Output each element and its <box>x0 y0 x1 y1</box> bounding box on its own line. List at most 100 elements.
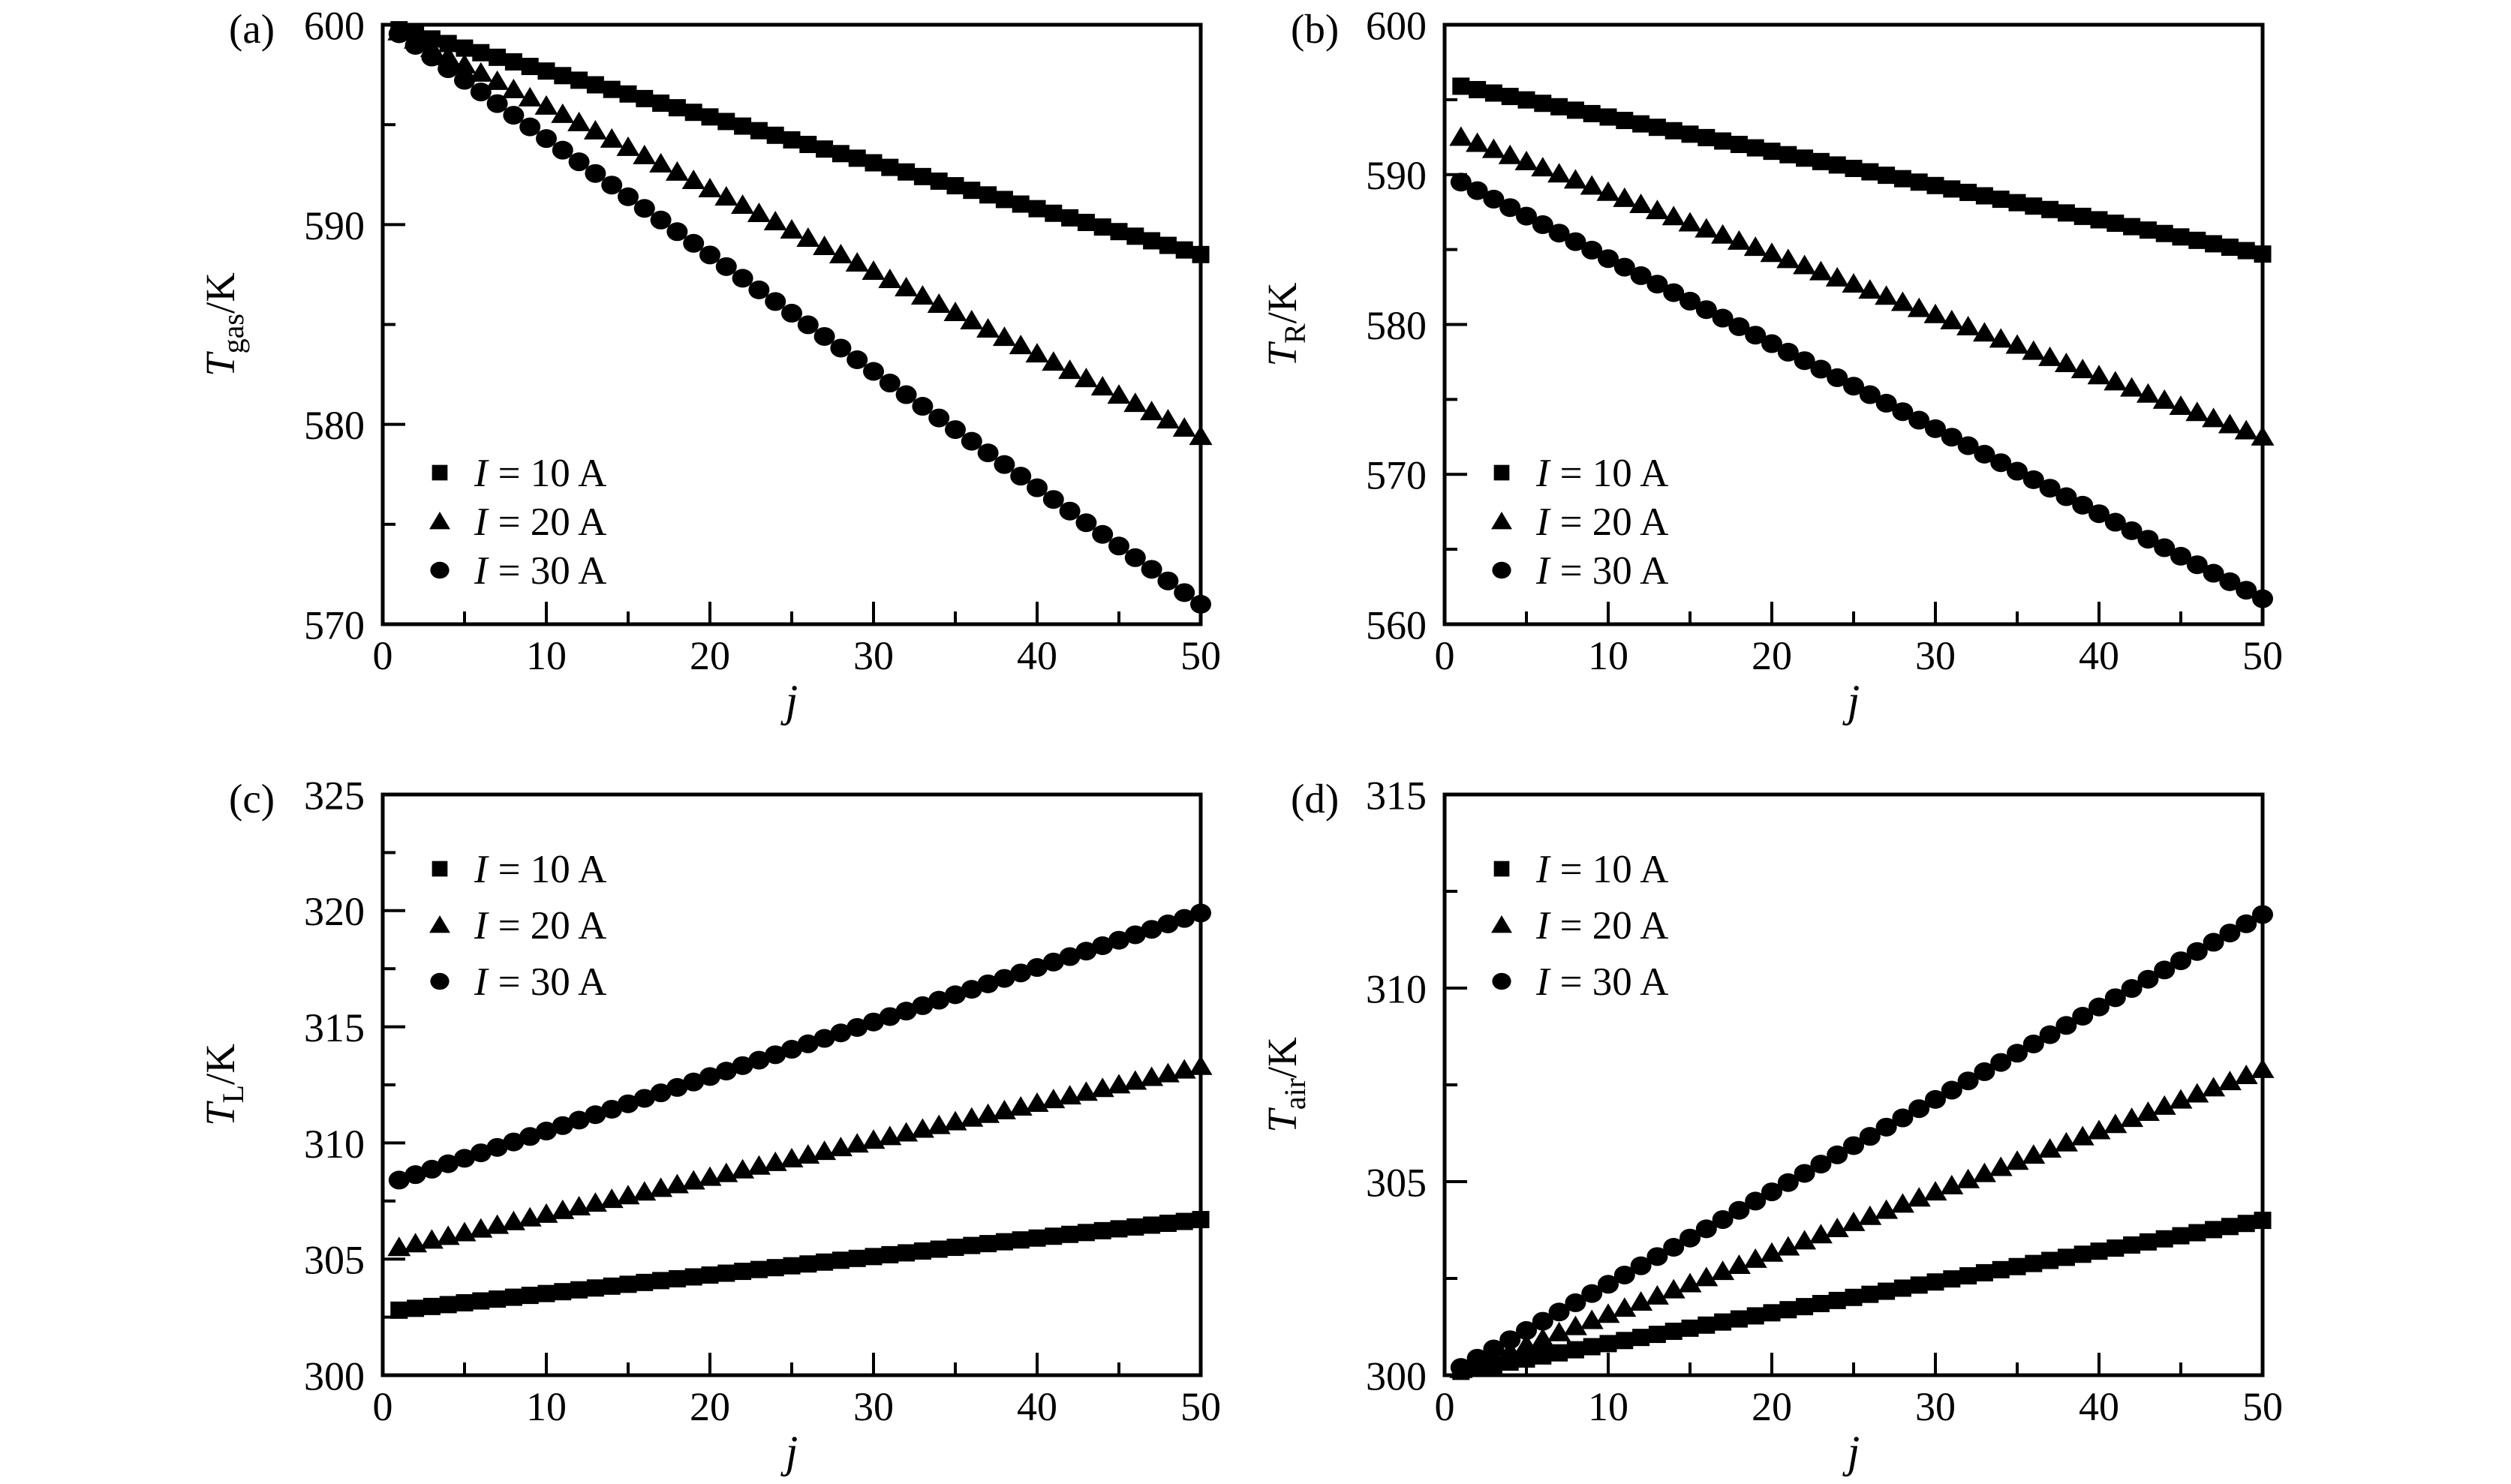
data-point <box>1646 275 1668 294</box>
data-point <box>1990 1053 2012 1072</box>
data-point <box>456 39 474 57</box>
data-point <box>684 104 702 122</box>
data-point <box>1450 1358 1472 1377</box>
y-axis-title: TR/K <box>1259 282 1312 367</box>
data-point <box>1992 1260 2010 1278</box>
data-point <box>1108 536 1129 556</box>
data-point <box>1140 401 1164 421</box>
data-point <box>1727 230 1751 250</box>
data-point <box>1028 200 1046 218</box>
data-point <box>600 128 624 148</box>
legend-triangle-marker <box>429 915 450 933</box>
data-point <box>1908 410 1930 430</box>
data-point <box>1794 351 1815 371</box>
data-point <box>862 1129 886 1149</box>
data-point <box>2155 1230 2173 1248</box>
data-point <box>828 1137 853 1157</box>
data-point <box>1648 1326 1666 1344</box>
legend-triangle-marker <box>1491 511 1512 530</box>
data-point <box>979 1235 997 1253</box>
data-point <box>603 1277 621 1295</box>
data-point <box>1825 266 1849 287</box>
data-point <box>1779 1301 1797 1319</box>
data-point <box>472 44 490 62</box>
data-point <box>2022 340 2046 360</box>
data-point <box>847 350 868 369</box>
data-point <box>1810 359 1832 379</box>
data-point <box>1058 1085 1082 1105</box>
data-point <box>1728 1200 1750 1220</box>
data-point <box>1761 334 1782 353</box>
data-point <box>666 222 688 242</box>
data-point <box>699 245 720 265</box>
series-triangle <box>1449 126 2275 446</box>
series-triangle <box>387 20 1213 446</box>
data-point <box>1730 1310 1748 1328</box>
legend-square-marker <box>1493 861 1510 877</box>
data-point <box>1547 163 1571 183</box>
data-point <box>992 1099 1016 1119</box>
panel-label: (a) <box>229 6 275 52</box>
data-point <box>1143 1216 1161 1234</box>
data-point <box>1845 159 1863 177</box>
data-point <box>1907 1187 1931 1207</box>
data-point <box>830 1023 852 1043</box>
legend-square-marker <box>432 861 448 877</box>
data-point <box>2007 461 2028 481</box>
y-tick-label: 600 <box>1366 3 1427 48</box>
legend-label: I = 10 A <box>474 848 606 891</box>
data-point <box>486 1137 508 1157</box>
data-point <box>1941 428 1962 447</box>
y-tick-label: 570 <box>1366 453 1427 498</box>
x-tick-label: 10 <box>526 1384 567 1429</box>
y-axis-title: TL/K <box>197 1044 250 1126</box>
data-point <box>1743 236 1767 257</box>
data-point <box>518 86 542 107</box>
data-point <box>2090 211 2108 229</box>
data-point <box>438 59 459 79</box>
legend-triangle-marker <box>1491 915 1512 933</box>
data-point <box>1711 224 1735 244</box>
data-point <box>1042 952 1064 972</box>
data-point <box>504 1288 522 1306</box>
x-tick-label: 0 <box>373 633 393 678</box>
data-point <box>799 136 817 154</box>
data-point <box>1565 1293 1586 1312</box>
data-point <box>1123 1070 1147 1090</box>
data-point <box>1010 467 1032 486</box>
data-point <box>1531 1327 1555 1347</box>
data-point <box>2218 1071 2242 1091</box>
data-point <box>698 177 722 197</box>
data-point <box>1661 1278 1686 1299</box>
data-point <box>603 80 621 98</box>
data-point <box>2185 401 2209 422</box>
data-point <box>1745 326 1767 345</box>
data-point <box>2025 197 2043 215</box>
y-tick-label: 300 <box>1366 1353 1427 1398</box>
data-point <box>1890 1193 1914 1213</box>
data-point <box>1059 501 1081 521</box>
data-point <box>1714 1313 1732 1331</box>
data-point <box>717 1264 735 1282</box>
data-point <box>2088 504 2110 524</box>
data-point <box>1616 1332 1634 1350</box>
data-point <box>1908 1099 1930 1119</box>
data-point <box>1957 1071 1979 1091</box>
data-point <box>2152 1095 2176 1115</box>
y-tick-label: 560 <box>1366 602 1427 647</box>
data-point <box>519 1127 541 1146</box>
series-square <box>390 1211 1210 1319</box>
data-point <box>2155 224 2173 242</box>
data-point <box>2104 988 2126 1008</box>
data-point <box>1466 132 1490 152</box>
data-point <box>668 99 686 117</box>
data-point <box>734 1263 752 1281</box>
panel-label: (c) <box>229 776 275 822</box>
data-point <box>797 1034 819 1053</box>
data-point <box>1074 1081 1098 1101</box>
data-point <box>1957 436 1979 455</box>
data-point <box>2041 1251 2059 1269</box>
data-point <box>1794 1164 1815 1183</box>
x-tick-label: 40 <box>2079 1384 2119 1429</box>
data-point <box>420 1229 444 1249</box>
